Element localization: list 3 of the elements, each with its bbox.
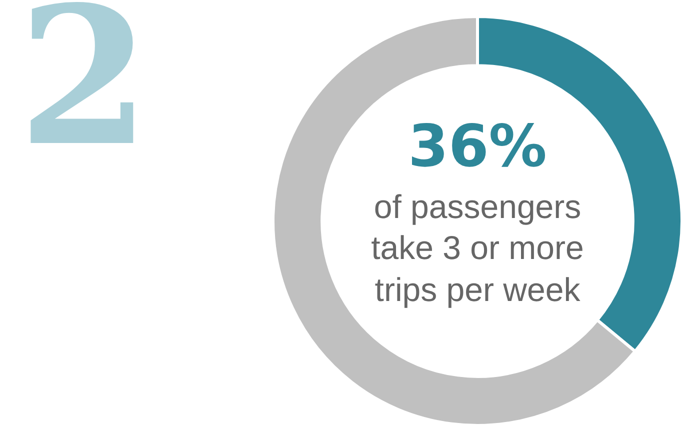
data-label: 36%	[408, 112, 547, 180]
text: of passengers take 3 or more trips per week	[370, 187, 585, 310]
text: 2	[18, 0, 150, 188]
